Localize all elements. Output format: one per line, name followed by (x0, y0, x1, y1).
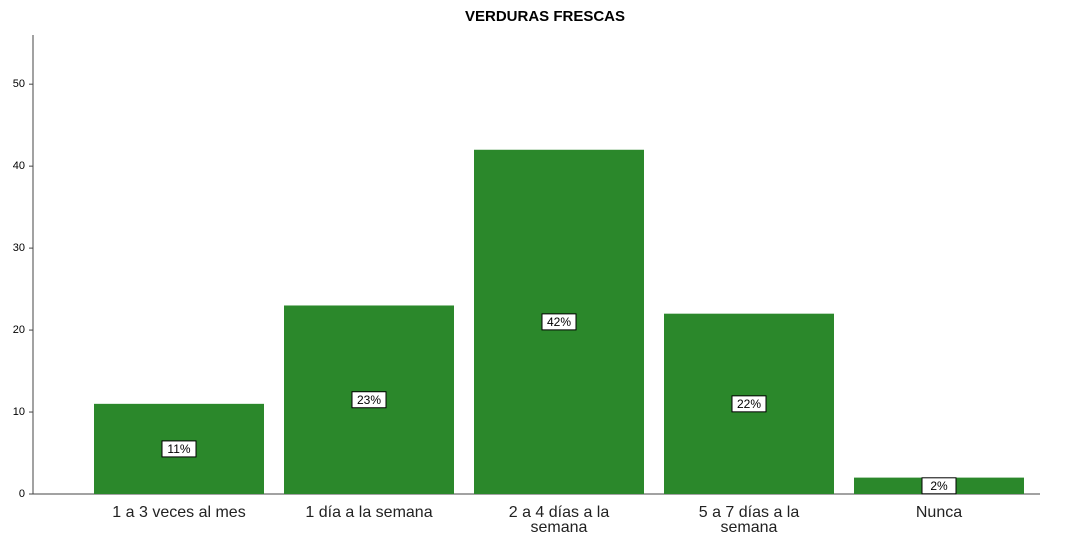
y-tick-label: 10 (13, 406, 25, 418)
y-tick-label: 0 (19, 488, 25, 500)
x-tick-label: 1 a 3 veces al mes (112, 504, 246, 521)
value-label: 2% (930, 479, 948, 493)
value-label-box (351, 391, 387, 409)
y-tick-label: 30 (13, 242, 25, 254)
value-label-box (921, 477, 957, 495)
chart-title: VERDURAS FRESCAS (465, 8, 625, 25)
value-label-box (541, 313, 577, 331)
y-tick-label: 40 (13, 160, 25, 172)
value-label: 23% (357, 393, 381, 407)
value-label-box (161, 440, 197, 458)
y-tick-label: 20 (13, 324, 25, 336)
x-tick-label: 2 a 4 días a la semana (508, 504, 610, 536)
value-label: 11% (167, 442, 190, 456)
value-label: 42% (547, 315, 571, 329)
y-tick-label: 50 (13, 78, 25, 90)
x-tick-label: 1 día a la semana (305, 504, 433, 521)
value-label-box (731, 395, 767, 413)
x-tick-label: Nunca (915, 504, 963, 521)
x-tick-label: 5 a 7 días a la semana (698, 504, 800, 536)
value-label: 22% (737, 397, 761, 411)
